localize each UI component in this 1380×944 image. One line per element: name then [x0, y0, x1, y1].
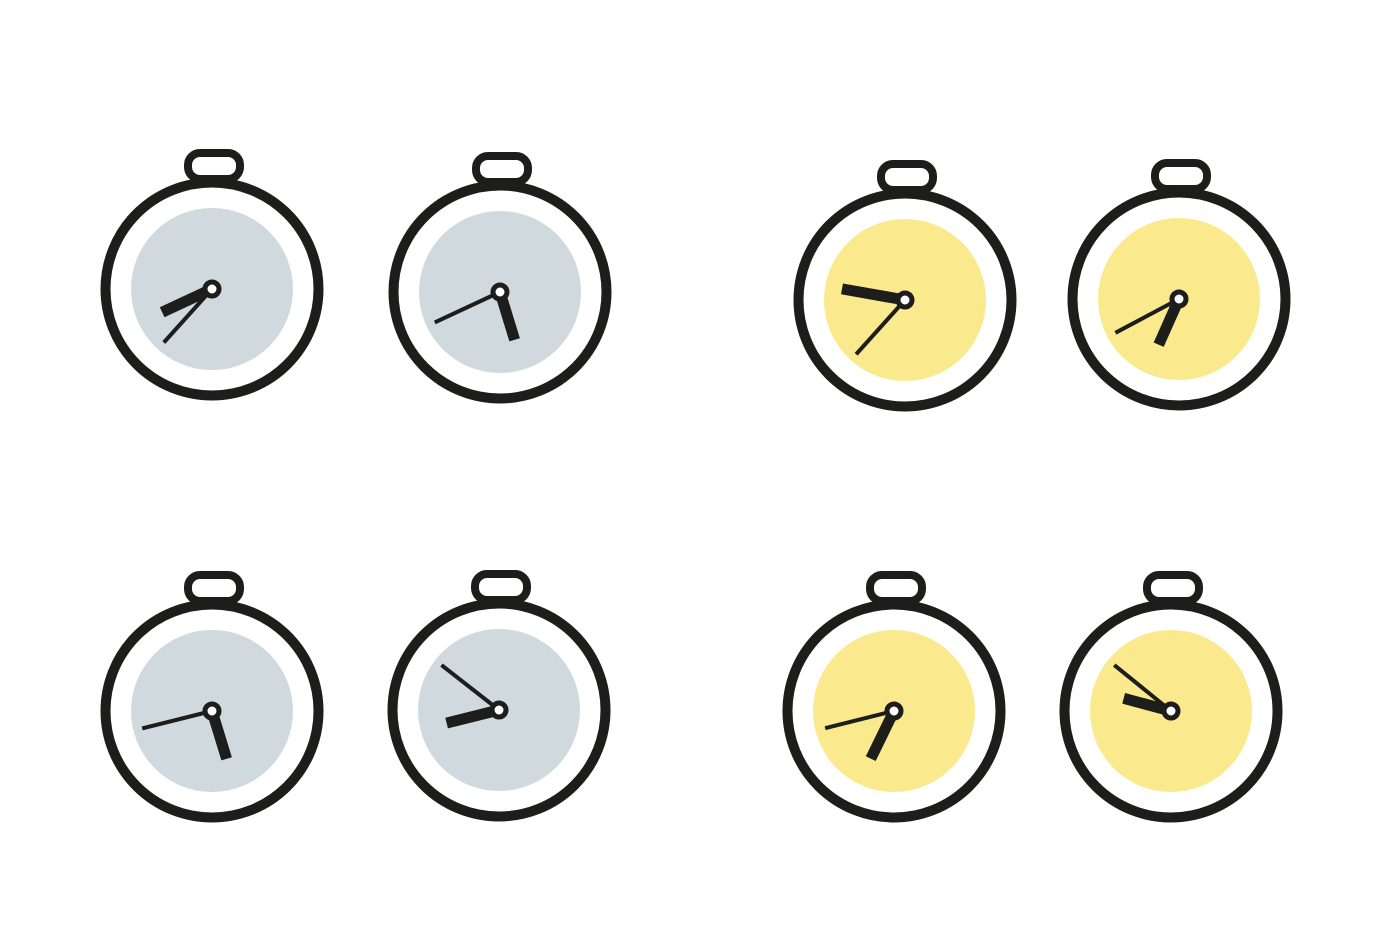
pocket-watch-1	[92, 117, 332, 417]
crown-button	[1151, 159, 1211, 193]
center-pivot	[1169, 289, 1189, 309]
center-pivot	[489, 700, 509, 720]
pocket-watch-icon	[1067, 159, 1291, 411]
pocket-watch-6	[379, 538, 619, 838]
pocket-watch-icon	[1059, 571, 1283, 823]
center-pivot	[202, 279, 222, 299]
pocket-watch-icon	[387, 570, 611, 822]
pocket-watch-icon	[100, 149, 324, 401]
minute-hand	[440, 663, 501, 712]
center-pivot	[895, 290, 915, 310]
crown-button	[866, 571, 926, 605]
center-pivot	[202, 701, 222, 721]
minute-hand	[433, 290, 501, 325]
pocket-watch-4	[1059, 127, 1299, 427]
minute-hand	[141, 709, 213, 731]
pocket-watch-icon	[388, 152, 612, 404]
crown-button	[472, 152, 532, 186]
pocket-watch-icon	[100, 571, 324, 823]
crown-button	[1143, 571, 1203, 605]
pocket-watch-5	[92, 539, 332, 839]
center-pivot	[490, 282, 510, 302]
crown-button	[471, 570, 531, 604]
pocket-watch-3	[785, 128, 1025, 428]
minute-hand	[824, 709, 895, 731]
crown-button	[877, 160, 937, 194]
hour-hand	[841, 283, 906, 306]
pocket-watch-icon	[793, 160, 1017, 412]
minute-hand	[854, 298, 907, 356]
center-pivot	[884, 701, 904, 721]
center-pivot	[1161, 701, 1181, 721]
pocket-watch-icon	[782, 571, 1006, 823]
pocket-watch-2	[380, 120, 620, 420]
crown-button	[184, 149, 244, 183]
minute-hand	[1114, 297, 1180, 335]
crown-button	[184, 571, 244, 605]
pocket-watch-7	[774, 539, 1014, 839]
pocket-watch-8	[1051, 539, 1291, 839]
